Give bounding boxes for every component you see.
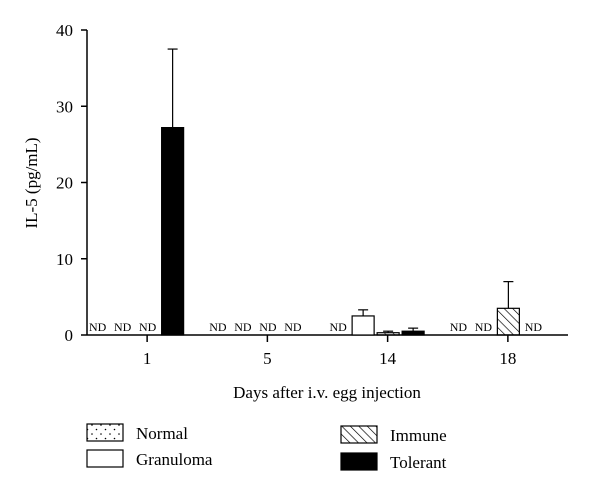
axes	[86, 30, 568, 336]
legend-swatch-granuloma	[86, 449, 124, 468]
bar-tolerant-1	[161, 126, 185, 336]
x-ticks: 1 5 14 18	[143, 335, 516, 368]
legend-swatch-tolerant	[340, 452, 378, 471]
bars	[161, 48, 520, 336]
y-axis-title: IL-5 (pg/mL)	[22, 137, 41, 228]
x-axis-title: Days after i.v. egg injection	[233, 383, 421, 402]
nd-label: ND	[450, 320, 468, 334]
nd-label: ND	[234, 320, 252, 334]
legend-label-granuloma: Granuloma	[136, 450, 213, 469]
nd-label: ND	[329, 320, 347, 334]
nd-label: ND	[209, 320, 227, 334]
nd-label: ND	[139, 320, 157, 334]
nd-label: ND	[284, 320, 302, 334]
nd-labels: ND ND ND ND ND ND ND ND ND ND ND	[89, 320, 542, 334]
nd-label: ND	[89, 320, 107, 334]
y-tick-label: 10	[56, 250, 73, 269]
legend-label-immune: Immune	[390, 426, 447, 445]
legend: Normal Granuloma Immune Tolerant	[86, 423, 447, 472]
bar-immune-14	[376, 332, 400, 336]
legend-swatch-normal	[86, 423, 124, 442]
y-ticks: 0 10 20 30 40	[56, 21, 87, 345]
nd-label: ND	[259, 320, 277, 334]
nd-label: ND	[114, 320, 132, 334]
bar-tolerant-14	[401, 330, 425, 336]
legend-label-normal: Normal	[136, 424, 188, 443]
legend-label-tolerant: Tolerant	[390, 453, 447, 472]
y-tick-label: 40	[56, 21, 73, 40]
x-tick-label: 5	[263, 349, 272, 368]
nd-label: ND	[525, 320, 543, 334]
x-tick-label: 14	[379, 349, 397, 368]
bar-granuloma-14	[351, 315, 375, 336]
y-tick-label: 30	[56, 97, 73, 116]
bar-immune-18	[496, 307, 520, 336]
x-tick-label: 1	[143, 349, 152, 368]
legend-swatch-immune	[340, 425, 378, 444]
x-tick-label: 18	[499, 349, 516, 368]
nd-label: ND	[475, 320, 493, 334]
y-tick-label: 20	[56, 174, 73, 193]
y-tick-label: 0	[65, 326, 74, 345]
